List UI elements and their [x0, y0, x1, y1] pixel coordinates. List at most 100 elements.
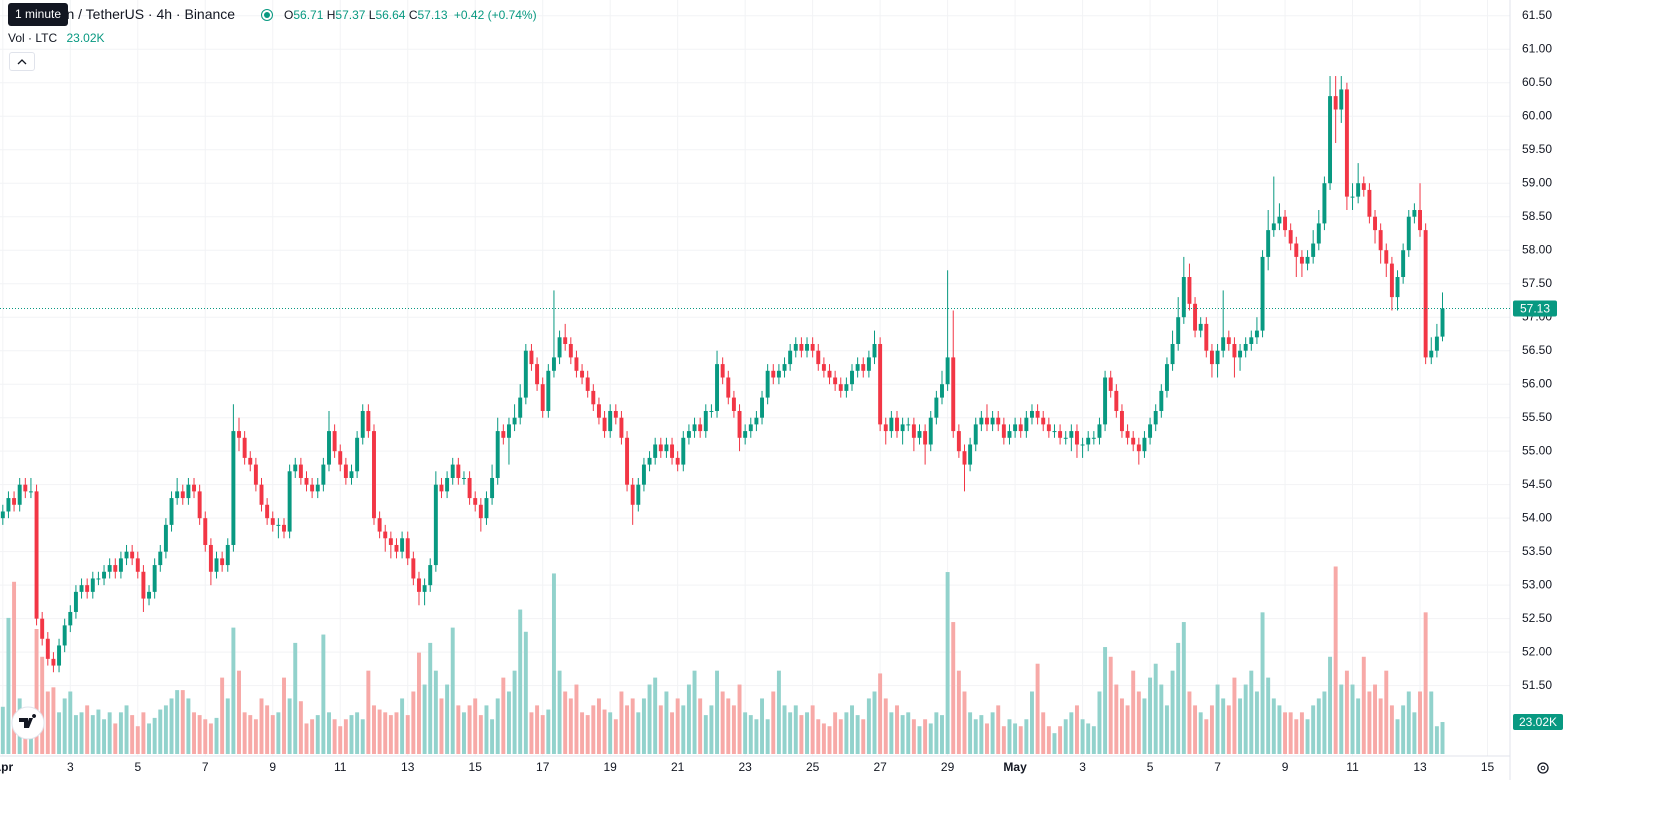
candle-body	[973, 424, 978, 445]
volume-bar	[315, 715, 320, 754]
candle-body	[310, 484, 315, 492]
volume-bar	[152, 717, 157, 754]
candle-body	[343, 464, 348, 478]
candle-body	[1243, 343, 1248, 351]
chevron-path[interactable]	[17, 59, 27, 65]
volume-bar	[619, 691, 624, 754]
candle-body	[776, 370, 781, 378]
candle-body	[192, 484, 196, 492]
volume-bar	[782, 705, 787, 754]
candle-body	[1142, 437, 1147, 452]
volume-bar	[771, 691, 776, 754]
y-tick-label: 59.50	[1522, 142, 1552, 156]
volume-bar	[0, 706, 5, 754]
volume-bar	[484, 705, 489, 754]
candle-body	[102, 571, 107, 579]
volume-bar	[490, 719, 495, 754]
volume-bar	[726, 698, 731, 754]
candle-body	[636, 484, 641, 505]
volume-bar	[428, 642, 433, 754]
volume-bar	[1221, 698, 1226, 754]
high-value: 57.37	[335, 8, 366, 22]
volume-bar	[647, 684, 652, 754]
volume-bar	[62, 698, 67, 754]
candle-body	[135, 558, 140, 572]
candle-body	[417, 578, 421, 592]
candle-body	[1108, 377, 1113, 391]
volume-bar	[1226, 705, 1231, 754]
gear[interactable]	[1537, 762, 1549, 774]
volume-bar	[1187, 691, 1192, 754]
volume-bar	[838, 719, 843, 754]
volume-bar	[220, 677, 225, 754]
volume-bar	[720, 691, 725, 754]
candle-body	[327, 431, 331, 465]
candle-body	[928, 417, 933, 445]
candle-body	[96, 578, 101, 580]
candle-body	[355, 437, 360, 472]
volume-bar	[1030, 691, 1034, 754]
volume-bar	[1091, 726, 1096, 754]
candle-body	[40, 618, 45, 639]
candle-body	[720, 364, 725, 378]
candle-body	[113, 565, 118, 572]
volume-bar	[287, 698, 292, 754]
volume-bar	[973, 719, 978, 754]
volume-bar	[1350, 684, 1355, 754]
gear-center[interactable]	[1540, 765, 1546, 771]
volume-bar	[1024, 719, 1029, 754]
volume-bar	[715, 670, 720, 754]
candle-body	[360, 410, 365, 438]
volume-bar	[23, 726, 28, 754]
candle-body	[602, 417, 607, 432]
candle-body	[934, 397, 939, 418]
x-tick-label: 29	[941, 760, 955, 774]
x-tick-label: 11	[1346, 760, 1359, 774]
candle-body	[923, 431, 928, 445]
symbol-title[interactable]: Litecoin / TetherUS · 4h · Binance	[26, 6, 236, 22]
volume-bar	[568, 698, 573, 754]
volume-bar	[1063, 719, 1068, 754]
candle-body	[647, 457, 652, 465]
candle-body	[118, 558, 123, 572]
volume-bar	[197, 715, 202, 754]
candle-body	[1356, 183, 1361, 197]
candle-body	[428, 565, 433, 586]
y-tick-label: 54.00	[1522, 510, 1552, 524]
volume-bar	[1159, 684, 1164, 754]
volume-badge-label: 23.02K	[1519, 715, 1557, 729]
candle-body	[1260, 256, 1265, 331]
volume-bar	[1058, 726, 1063, 754]
settings-icon[interactable]	[1537, 762, 1549, 774]
chevron[interactable]	[10, 53, 34, 70]
y-tick-label: 52.50	[1522, 611, 1552, 625]
y-tick-label: 60.50	[1522, 75, 1552, 89]
volume-bar	[259, 698, 264, 754]
candle-body	[6, 498, 11, 512]
candle-body	[1406, 216, 1411, 251]
candle-body	[568, 343, 573, 358]
candle-body	[546, 370, 551, 411]
candle-body	[242, 437, 247, 458]
tooltip: 1 minute	[8, 3, 69, 26]
volume-bar	[641, 698, 646, 754]
candle-body	[1350, 196, 1355, 198]
volume-bar	[816, 719, 821, 754]
candle-body	[619, 417, 624, 438]
volume-bar	[34, 629, 39, 754]
volume-bar	[231, 627, 236, 754]
candle-body	[265, 504, 270, 519]
candle-body	[675, 457, 680, 465]
volume-value: 23.02K	[66, 31, 105, 45]
volume-bar	[377, 709, 382, 754]
volume-bar	[1384, 670, 1389, 754]
candle-body	[1316, 223, 1321, 244]
volume-bar	[1108, 656, 1113, 754]
collapse-button[interactable]	[9, 52, 35, 71]
volume-bar	[1176, 642, 1181, 754]
candle-body	[715, 364, 720, 411]
candle-body	[383, 531, 388, 539]
candle-body	[51, 658, 56, 666]
candle-body	[377, 518, 382, 532]
candle-body	[400, 538, 405, 552]
